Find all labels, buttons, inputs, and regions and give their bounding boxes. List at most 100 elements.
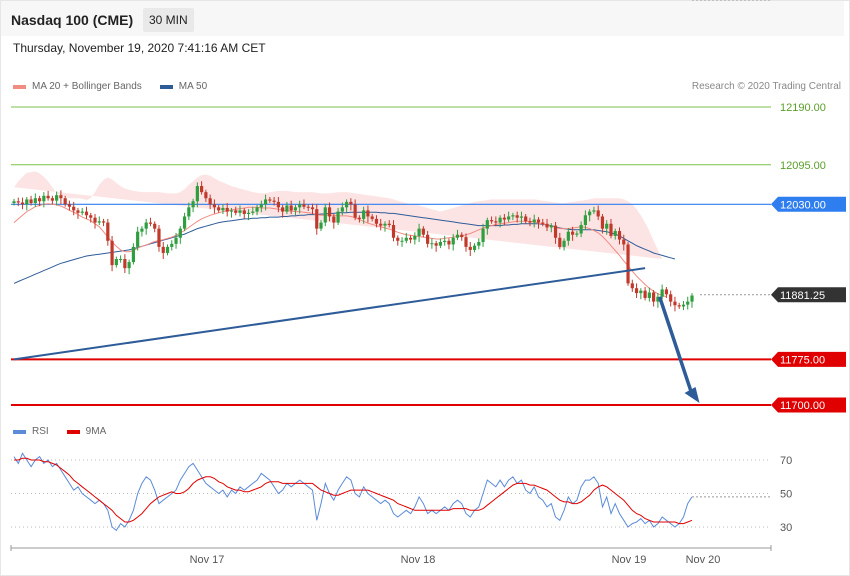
candle-body: [131, 246, 135, 263]
timestamp: Thursday, November 19, 2020 7:41:16 AM C…: [13, 41, 266, 55]
candle-body: [460, 234, 464, 238]
candle-body: [502, 217, 506, 220]
candle-body: [400, 240, 404, 242]
candle-body: [562, 240, 566, 247]
legend-ma20-swatch: [13, 84, 26, 89]
candle-body: [489, 220, 494, 222]
candle-body: [438, 242, 443, 246]
candle-body: [42, 195, 46, 202]
candle-body: [302, 204, 306, 207]
candle-body: [349, 201, 353, 205]
candle-body: [391, 224, 396, 238]
price-legend: MA 20 + Bollinger Bands MA 50: [13, 81, 219, 92]
candle-body: [558, 237, 562, 247]
candle-body: [178, 228, 182, 238]
candle-body: [106, 222, 110, 241]
legend-rsi: RSI: [13, 426, 49, 437]
candle-body: [613, 231, 617, 236]
legend-ma50-swatch: [159, 84, 173, 89]
level-label-resistance: 12095.00: [780, 160, 826, 172]
candle-body: [387, 223, 391, 225]
candle-body: [195, 186, 199, 202]
candle-body: [242, 210, 246, 215]
candle-body: [686, 301, 690, 305]
candle-body: [119, 259, 123, 261]
candle-body: [229, 210, 234, 212]
candle-body: [656, 296, 660, 302]
level-label-support: 11775.00: [771, 351, 846, 367]
legend-ma20-label: MA 20 + Bollinger Bands: [32, 81, 142, 92]
candle-body: [170, 243, 174, 247]
candle-body: [455, 234, 460, 238]
level-label-bg: [771, 397, 846, 413]
legend-9ma: 9MA: [66, 426, 107, 437]
candle-body: [50, 198, 54, 201]
candle-body: [370, 216, 374, 219]
candle-body: [298, 204, 302, 208]
candle-body: [434, 243, 438, 246]
candle-body: [174, 237, 178, 244]
legend-ma50-label: MA 50: [178, 81, 208, 92]
candle-body: [374, 218, 379, 224]
rsi-tick-label: 30: [780, 522, 792, 534]
level-label-text: 11775.00: [780, 354, 825, 366]
candle-body: [664, 289, 669, 295]
candle-body: [571, 231, 575, 235]
candle-body: [634, 288, 639, 294]
candle-body: [153, 223, 157, 229]
candle-body: [447, 240, 451, 245]
candle-body: [609, 223, 613, 236]
candle-body: [136, 231, 140, 247]
candle-body: [259, 204, 263, 208]
legend-9ma-label: 9MA: [85, 426, 107, 437]
candle-body: [498, 217, 502, 223]
candle-body: [55, 195, 59, 201]
candle-body: [605, 223, 609, 229]
candle-body: [165, 246, 170, 253]
x-tick-label: Nov 19: [612, 554, 647, 566]
trendline: [13, 267, 646, 361]
candle-body: [536, 219, 541, 223]
candle-body: [639, 290, 643, 294]
candle-body: [643, 290, 647, 298]
candle-body: [681, 304, 686, 307]
candle-body: [451, 237, 455, 245]
candle-body: [306, 206, 310, 208]
interval-selector[interactable]: 30 MIN: [143, 8, 194, 32]
candle-body: [396, 237, 400, 241]
candle-body: [101, 221, 106, 223]
candle-body: [148, 222, 153, 224]
candle-body: [477, 242, 481, 246]
candle-body: [272, 200, 276, 202]
rsi-9ma-line: [14, 457, 693, 525]
candle-body: [263, 199, 268, 205]
candle-body: [579, 224, 583, 234]
candle-body: [575, 233, 579, 235]
level-label-text: 12095.00: [780, 160, 826, 172]
candle-body: [357, 217, 361, 219]
level-label-bg: [771, 351, 846, 367]
candle-body: [225, 207, 229, 212]
candle-body: [97, 221, 101, 223]
candle-body: [191, 201, 195, 208]
level-label-pivot: 12030.00: [771, 196, 846, 212]
candle-body: [366, 210, 370, 217]
candle-body: [285, 205, 289, 212]
candle-body: [221, 207, 225, 211]
candle-body: [426, 234, 430, 244]
candle-body: [443, 240, 447, 243]
candle-body: [59, 195, 63, 199]
candle-body: [246, 212, 251, 215]
chart-header: Nasdaq 100 (CME) 30 MIN: [1, 1, 844, 36]
candle-body: [268, 199, 272, 201]
candle-body: [323, 207, 327, 223]
candle-body: [319, 222, 323, 229]
candle-body: [238, 210, 242, 213]
candle-body: [182, 216, 187, 229]
candle-body: [123, 259, 127, 269]
candle-body: [417, 228, 421, 236]
candle-body: [362, 210, 366, 219]
candle-body: [72, 206, 76, 211]
candle-body: [669, 294, 673, 302]
